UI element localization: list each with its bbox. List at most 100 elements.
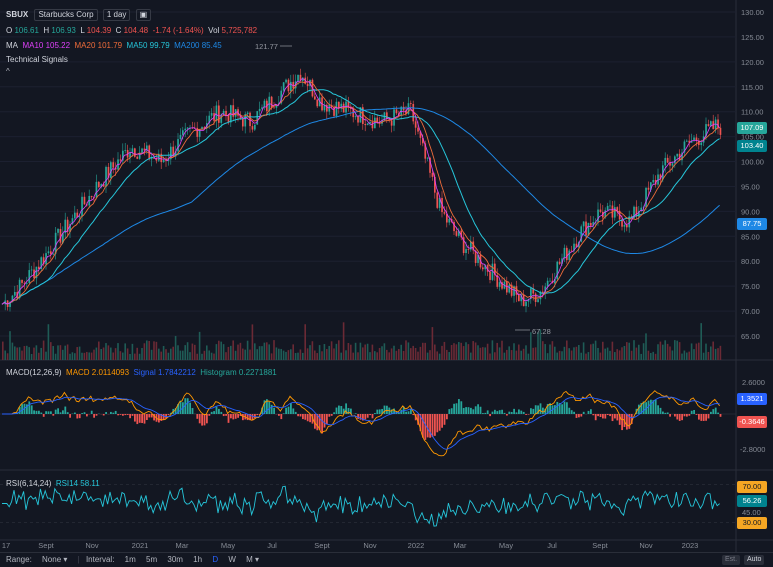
volume-bar	[127, 348, 129, 360]
macd-histogram-bar	[590, 409, 592, 414]
ma-row[interactable]: MA MA10 105.22 MA20 101.79 MA50 99.79 MA…	[6, 41, 222, 50]
volume-bar	[400, 345, 402, 360]
auto-button[interactable]: Auto	[744, 555, 764, 565]
interval-chip[interactable]: 1 day	[103, 9, 131, 21]
volume-bar	[177, 345, 179, 360]
interval-5m[interactable]: 5m	[146, 555, 157, 564]
candle-body	[259, 109, 261, 111]
interval-1m[interactable]: 1m	[125, 555, 136, 564]
volume-bar	[410, 348, 412, 360]
macd-histogram-bar	[480, 407, 482, 414]
volume-bar	[168, 353, 170, 360]
price-axis-label: 130.00	[741, 8, 764, 17]
macd-histogram-bar	[705, 414, 707, 421]
macd-histogram-bar	[117, 414, 119, 415]
volume-bar	[446, 350, 448, 360]
macd-histogram-bar	[213, 411, 215, 414]
volume-bar	[230, 346, 232, 360]
price-axis-label: 120.00	[741, 58, 764, 67]
macd-histogram-bar	[494, 410, 496, 414]
signal-tag: 1.3521	[737, 393, 767, 405]
macd-histogram-bar	[112, 413, 114, 414]
volume-bar	[57, 345, 59, 360]
volume-bar	[362, 347, 364, 360]
volume-bar	[240, 343, 242, 360]
macd-histogram-bar	[511, 412, 513, 414]
volume-bar	[232, 340, 234, 360]
rsi-legend[interactable]: RSI(6,14,24) RSI14 58.11	[6, 479, 100, 488]
volume-bar	[112, 353, 114, 360]
volume-bar	[336, 344, 338, 360]
volume-bar	[688, 352, 690, 360]
macd-line	[2, 391, 720, 456]
volume-bar	[532, 348, 534, 360]
volume-bar	[693, 349, 695, 360]
macd-histogram-bar	[355, 413, 357, 414]
time-axis-label: Sept	[314, 541, 330, 550]
macd-histogram-bar	[93, 414, 95, 418]
macd-histogram-bar	[124, 414, 126, 415]
low-label: L	[80, 26, 84, 35]
volume-bar	[472, 341, 474, 360]
volume-bar	[379, 348, 381, 360]
candle-body	[283, 82, 285, 90]
volume-bar	[213, 354, 215, 360]
macd-histogram-bar	[38, 411, 40, 414]
collapse-icon[interactable]: ^	[6, 67, 10, 76]
volume-bar	[710, 346, 712, 360]
volume-bar	[621, 347, 623, 360]
volume-bar	[494, 352, 496, 360]
volume-bar	[628, 343, 630, 360]
macd-histogram-bar	[218, 409, 220, 414]
volume-bar	[252, 324, 254, 360]
candle-body	[448, 219, 450, 223]
candle-body	[391, 120, 393, 125]
volume-bar	[79, 347, 81, 360]
volume-bar	[117, 343, 119, 360]
volume-bar	[196, 354, 198, 360]
macd-histogram-bar	[662, 412, 664, 414]
interval-1h[interactable]: 1h	[193, 555, 202, 564]
macd-histogram-bar	[686, 414, 688, 417]
volume-bar	[504, 353, 506, 360]
candle-body	[645, 188, 647, 207]
technical-signals[interactable]: Technical Signals	[6, 55, 68, 64]
volume-bar	[357, 352, 359, 360]
macd-histogram-bar	[81, 413, 83, 414]
candle-body	[686, 141, 688, 142]
interval-m[interactable]: M ▾	[246, 555, 259, 564]
macd-histogram-bar	[460, 401, 462, 414]
macd-histogram-bar	[84, 412, 86, 414]
volume-bar	[28, 347, 30, 360]
volume-bar	[261, 346, 263, 360]
macd-histogram-bar	[91, 411, 93, 414]
screenshot-icon[interactable]: ▣	[136, 9, 152, 21]
est-button[interactable]: Est.	[722, 555, 740, 565]
interval-d[interactable]: D	[212, 555, 218, 564]
macd-histogram-bar	[463, 408, 465, 414]
volume-bar	[448, 352, 450, 360]
volume-bar	[194, 345, 196, 360]
macd-histogram-bar	[501, 410, 503, 414]
macd-histogram-bar	[52, 414, 54, 416]
symbol[interactable]: SBUX	[6, 10, 28, 19]
macd-histogram-bar	[21, 404, 23, 414]
company-chip[interactable]: Starbucks Corp	[34, 9, 97, 21]
macd-histogram-bar	[470, 408, 472, 414]
interval-w[interactable]: W	[228, 555, 236, 564]
macd-histogram-bar	[427, 414, 429, 437]
interval-30m[interactable]: 30m	[167, 555, 183, 564]
volume-bar	[367, 344, 369, 360]
volume-bar	[508, 346, 510, 360]
volume-bar	[703, 353, 705, 360]
volume-bar	[64, 346, 66, 360]
volume-bar	[408, 342, 410, 360]
candle-body	[307, 84, 309, 86]
volume-bar	[182, 351, 184, 360]
range-select[interactable]: None ▾	[42, 555, 67, 564]
candle-body	[84, 197, 86, 205]
volume-bar	[679, 342, 681, 360]
macd-legend[interactable]: MACD(12,26,9) MACD 2.0114093 Signal 1.78…	[6, 368, 277, 377]
candle-body	[636, 207, 638, 217]
